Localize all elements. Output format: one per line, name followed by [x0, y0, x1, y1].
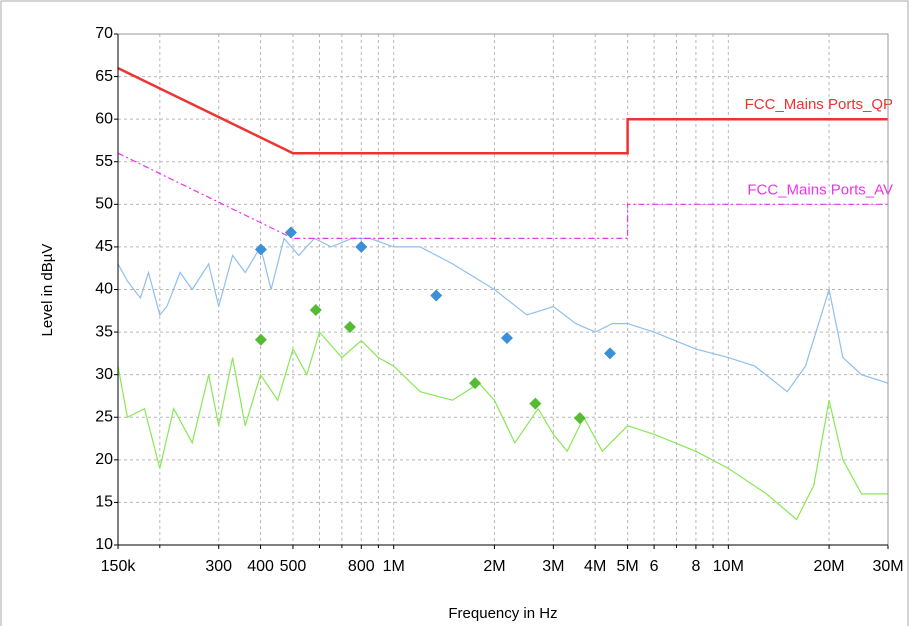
y-tick-label: 60	[95, 110, 113, 127]
x-axis-title: Frequency in Hz	[448, 605, 557, 622]
limit-label: FCC_Mains Ports_AV	[747, 181, 893, 198]
y-tick-label: 50	[95, 196, 113, 213]
series-line	[117, 237, 889, 393]
y-tick-label: 55	[95, 153, 113, 170]
marker	[343, 320, 356, 333]
marker	[469, 377, 482, 390]
x-tick-label: 1M	[383, 558, 405, 575]
x-tick-label: 4M	[584, 558, 606, 575]
y-tick-label: 65	[95, 68, 113, 85]
series-line	[117, 66, 888, 155]
marker	[500, 332, 513, 345]
x-tick-label: 8	[691, 558, 700, 575]
y-axis-title: Level in dBµV	[39, 244, 56, 337]
x-tick-label: 10M	[713, 558, 744, 575]
marker	[604, 347, 617, 360]
y-tick-label: 25	[95, 408, 113, 425]
x-tick-label: 6	[650, 558, 659, 575]
x-tick-label: 5M	[616, 558, 638, 575]
x-tick-label: 300	[205, 558, 232, 575]
marker	[355, 240, 368, 253]
y-tick-label: 45	[95, 238, 113, 255]
y-tick-label: 70	[95, 25, 113, 42]
y-tick-label: 20	[95, 451, 113, 468]
y-tick-label: 40	[95, 281, 113, 298]
y-tick-label: 35	[95, 323, 113, 340]
marker	[284, 226, 297, 239]
x-tick-label: 20M	[814, 558, 845, 575]
y-tick-label: 10	[95, 536, 113, 553]
marker	[529, 397, 542, 410]
marker	[573, 412, 586, 425]
marker	[254, 243, 267, 256]
x-tick-label: 3M	[542, 558, 564, 575]
x-tick-label: 400	[247, 558, 274, 575]
x-tick-label: 800	[348, 558, 375, 575]
series-line	[117, 152, 888, 239]
x-tick-label: 2M	[483, 558, 505, 575]
marker	[309, 303, 322, 316]
marker	[430, 289, 443, 302]
x-tick-label: 150k	[101, 558, 137, 575]
y-tick-label: 30	[95, 366, 113, 383]
series-line	[117, 330, 888, 521]
limit-label: FCC_Mains Ports_QP	[745, 96, 893, 113]
x-tick-label: 30M	[872, 558, 903, 575]
marker	[254, 333, 267, 346]
x-tick-label: 500	[280, 558, 307, 575]
y-tick-label: 15	[95, 494, 113, 511]
